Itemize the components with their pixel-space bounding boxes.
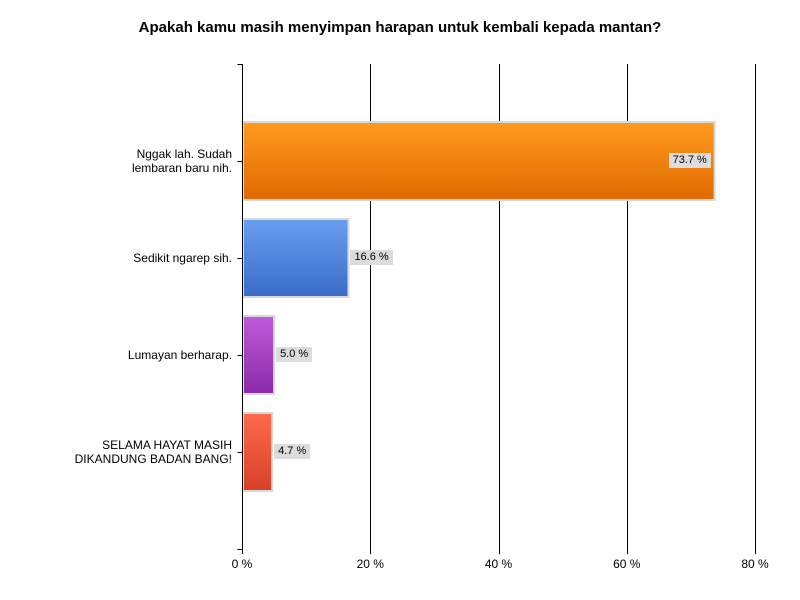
value-label: 4.7 % (274, 444, 311, 459)
category-label-line: Sedikit ngarep sih. (133, 251, 232, 265)
bar (242, 412, 274, 492)
chart-title: Apakah kamu masih menyimpan harapan untu… (138, 19, 662, 36)
value-label: 16.6 % (350, 250, 393, 265)
bar (242, 315, 276, 395)
category-label-line: lembaran baru nih. (131, 161, 232, 175)
category-label-line: SELAMA HAYAT MASIH (102, 438, 232, 452)
category-label: SELAMA HAYAT MASIH DIKANDUNG BADAN BANG! (12, 438, 232, 466)
category-label-line: Nggak lah. Sudah (136, 147, 232, 161)
category-label-line: DIKANDUNG BADAN BANG! (74, 452, 232, 466)
category-label: Nggak lah. Sudah lembaran baru nih. (12, 147, 232, 175)
x-tick-label: 20 % (356, 557, 384, 571)
bar (242, 121, 716, 201)
bars (242, 121, 716, 492)
value-label: 5.0 % (276, 347, 313, 362)
x-tick-label: 80 % (741, 557, 769, 571)
x-tick-label: 40 % (484, 557, 513, 571)
category-label-line: Lumayan berharap. (127, 348, 232, 362)
category-label: Lumayan berharap. (12, 348, 232, 362)
value-label: 73.7 % (668, 153, 711, 168)
axes (237, 64, 756, 554)
category-label: Sedikit ngarep sih. (12, 251, 232, 265)
x-tick-label: 0 % (231, 557, 253, 571)
x-tick-label: 60 % (613, 557, 641, 571)
bar (242, 218, 350, 298)
